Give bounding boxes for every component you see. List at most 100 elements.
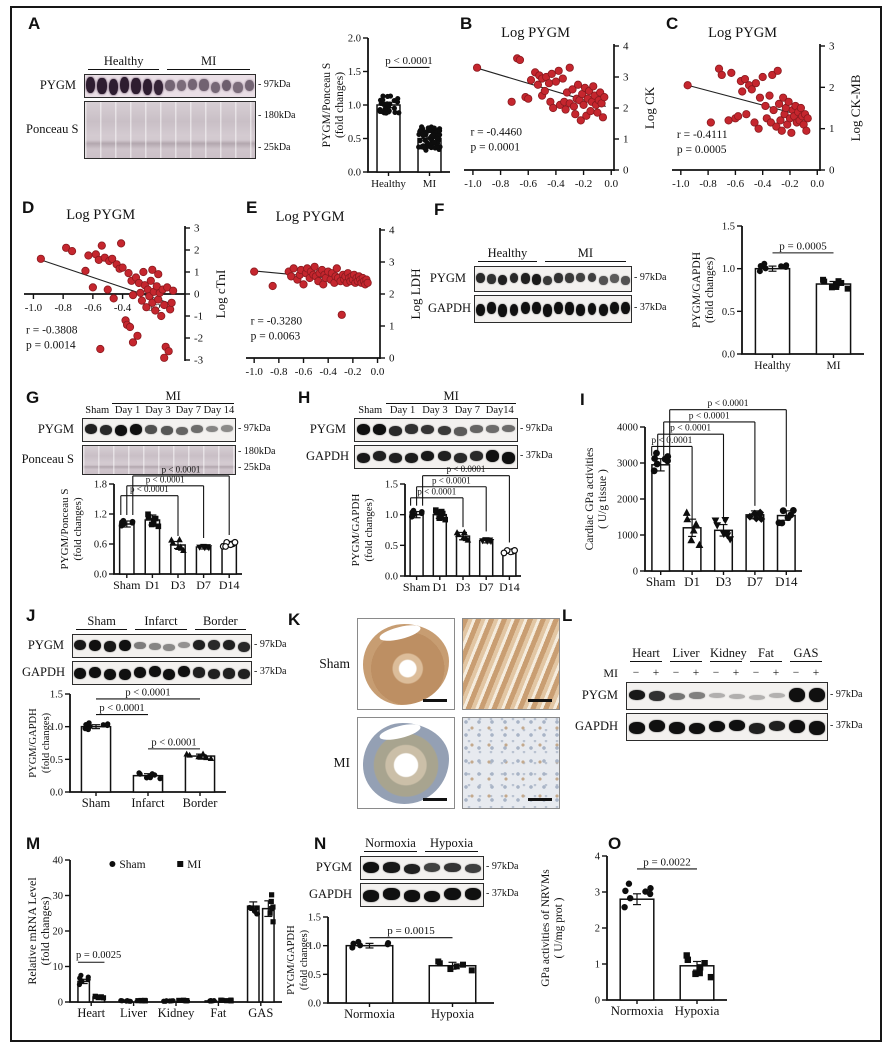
svg-text:1.5: 1.5 <box>308 913 321 924</box>
svg-text:Log CK: Log CK <box>642 86 657 129</box>
chart-logpygm-logldh-scatter: 0 1 2 3 4 Log LDH -1.0 -0.8 -0.6 -0.4 -0.2 0.0 Log P… <box>244 200 436 384</box>
svg-text:Cardiac GPa activities( U/g ti: Cardiac GPa activities( U/g tissue ) <box>584 447 609 550</box>
svg-text:-0.2: -0.2 <box>575 178 592 190</box>
svg-text:40: 40 <box>53 856 64 867</box>
svg-text:p < 0.0001: p < 0.0001 <box>162 464 201 474</box>
svg-text:r = -0.3280: r = -0.3280 <box>251 316 303 328</box>
svg-text:PYGM/GAPDH(fold changes): PYGM/GAPDH(fold changes) <box>350 494 375 567</box>
svg-text:PYGM/GAPDH(fold changes): PYGM/GAPDH(fold changes) <box>691 252 716 328</box>
svg-text:-0.8: -0.8 <box>54 302 72 314</box>
chart-gpa-activities-nrvm-bar: 0 1 2 3 4 GPa activities of NRVMs( U/mg prot … <box>535 836 785 1032</box>
svg-text:PYGM/Ponceau S(fold changes): PYGM/Ponceau S(fold changes) <box>321 63 346 148</box>
panel-label-a: A <box>28 14 41 33</box>
svg-text:Log LDH: Log LDH <box>408 269 423 320</box>
svg-text:1: 1 <box>623 134 629 146</box>
svg-text:Sham: Sham <box>82 796 111 810</box>
svg-text:D3: D3 <box>171 578 186 592</box>
svg-text:D1: D1 <box>145 578 160 592</box>
svg-text:-1.0: -1.0 <box>464 178 482 190</box>
svg-text:p < 0.0001: p < 0.0001 <box>432 475 471 485</box>
panel-label-g: G <box>26 388 40 407</box>
svg-text:Log PYGM: Log PYGM <box>66 207 135 223</box>
svg-text:1.5: 1.5 <box>385 480 398 491</box>
svg-text:0.0: 0.0 <box>722 350 735 361</box>
chart-pygm-gapdh-human-bar: 0.0 0.5 1.0 1.5 PYGM/GAPDH(fold changes) Heal… <box>688 202 880 384</box>
svg-text:1.2: 1.2 <box>94 510 107 521</box>
ihc-row-mi: MI <box>310 717 576 809</box>
chart-pygm-ponceau-timecourse-bar: 0.0 0.6 1.2 1.8 PYGM/Ponceau S(fold changes)… <box>56 452 248 600</box>
svg-text:p < 0.0001: p < 0.0001 <box>99 703 144 714</box>
svg-text:p < 0.0001: p < 0.0001 <box>146 474 185 484</box>
svg-text:Sham: Sham <box>646 574 676 589</box>
ihc-row-label-sham: Sham <box>319 656 350 671</box>
svg-text:MI: MI <box>423 178 437 190</box>
svg-text:-0.2: -0.2 <box>344 366 361 378</box>
svg-text:0.5: 0.5 <box>308 970 321 981</box>
westernblot-pygm-gapdh-regions: Sham Infarct Border PYGM - 97kDa GAPDH - 37kDa <box>22 614 294 688</box>
svg-text:p < 0.0001: p < 0.0001 <box>651 436 692 446</box>
svg-text:-1: -1 <box>194 311 203 323</box>
svg-text:PYGM/GAPDH(fold changes): PYGM/GAPDH(fold changes) <box>28 708 52 778</box>
svg-text:2: 2 <box>389 289 395 301</box>
svg-text:-0.8: -0.8 <box>270 366 288 378</box>
westernblot-pygm-gapdh-nrvm: Normoxia Hypoxia PYGM - 97kDa GAPDH - 37kDa <box>308 836 526 910</box>
svg-text:Log CK-MB: Log CK-MB <box>848 74 863 141</box>
svg-text:r = -0.4460: r = -0.4460 <box>470 126 522 138</box>
svg-text:D1: D1 <box>432 580 447 594</box>
svg-text:-0.6: -0.6 <box>295 366 313 378</box>
svg-text:-0.6: -0.6 <box>727 178 745 190</box>
chart-pygm-gapdh-nrvm-bar: 0.0 0.5 1.0 1.5 PYGM/GAPDH (fold changes) Norm… <box>282 901 504 1031</box>
svg-text:0: 0 <box>829 165 835 177</box>
svg-text:p < 0.0001: p < 0.0001 <box>125 687 170 698</box>
svg-text:Normoxia: Normoxia <box>344 1007 395 1021</box>
svg-text:p = 0.0005: p = 0.0005 <box>779 240 827 252</box>
svg-text:3: 3 <box>829 41 835 53</box>
westernblot-pygm-gapdh-timecourse: MI Sham Day 1 Day 3 Day 7 Day14 PYGM - 97kDa GAP… <box>306 390 566 472</box>
svg-text:Healthy: Healthy <box>371 178 406 190</box>
svg-text:20: 20 <box>53 927 64 938</box>
panel-label-m: M <box>26 834 41 853</box>
panel-label-f: F <box>434 200 445 219</box>
westernblot-pygm-ponceau-timecourse: MI Sham Day 1 Day 3 Day 7 Day 14 PYGM - 97kDa Po… <box>20 390 288 478</box>
svg-text:p = 0.0025: p = 0.0025 <box>76 950 121 961</box>
svg-text:-0.6: -0.6 <box>520 178 538 190</box>
svg-text:1.5: 1.5 <box>722 222 735 233</box>
svg-text:r = -0.4111: r = -0.4111 <box>677 129 728 141</box>
chart-logpygm-logck-scatter: 0 1 2 3 4 Log CK -1.0 -0.8 -0.6 -0.4 -0.2 0.0 Log PY… <box>458 14 670 200</box>
svg-text:-0.2: -0.2 <box>781 178 798 190</box>
svg-text:p = 0.0063: p = 0.0063 <box>251 331 301 343</box>
svg-text:0.5: 0.5 <box>385 541 398 552</box>
panel-label-h: H <box>298 388 311 407</box>
svg-text:0.5: 0.5 <box>50 755 63 766</box>
svg-text:0.0: 0.0 <box>385 572 398 583</box>
svg-text:0: 0 <box>194 289 200 301</box>
svg-text:3: 3 <box>623 72 629 84</box>
svg-text:p < 0.0001: p < 0.0001 <box>447 464 486 474</box>
svg-text:0: 0 <box>389 353 395 365</box>
svg-text:2000: 2000 <box>617 495 638 506</box>
ihc-row-sham: Sham <box>310 618 576 710</box>
svg-text:0.0: 0.0 <box>604 178 618 190</box>
svg-text:Infarct: Infarct <box>131 796 165 810</box>
chart-cardiac-gpa-activities-bar: 0 1000 2000 3000 4000 Cardiac GPa activities(… <box>583 395 880 601</box>
panel-label-o: O <box>608 834 622 853</box>
panel-label-i: I <box>580 390 585 409</box>
panel-label-l: L <box>562 606 573 625</box>
chart-pygm-ponceau-human-bar: 0.0 0.5 1.0 1.5 2.0 PYGM/Ponceau S(fold chang… <box>318 16 458 202</box>
svg-text:1.0: 1.0 <box>50 722 63 733</box>
chart-logpygm-logckmb-scatter: 0 1 2 3 Log CK-MB -1.0 -0.8 -0.6 -0.4 -0.2 0.0 Log … <box>664 14 880 200</box>
svg-text:0.5: 0.5 <box>722 307 735 318</box>
panel-label-c: C <box>666 14 679 33</box>
svg-text:Hypoxia: Hypoxia <box>431 1007 475 1021</box>
svg-text:3: 3 <box>194 223 200 235</box>
svg-text:-1.0: -1.0 <box>672 178 690 190</box>
svg-text:Log PYGM: Log PYGM <box>501 25 570 41</box>
svg-text:3000: 3000 <box>617 459 638 470</box>
ihc-tissue-magnified-sham-image <box>462 618 560 710</box>
svg-text:-0.6: -0.6 <box>84 302 102 314</box>
scale-bar <box>528 698 552 702</box>
svg-text:2: 2 <box>194 245 200 257</box>
svg-text:1.0: 1.0 <box>348 101 361 112</box>
panel-label-j: J <box>26 606 36 625</box>
